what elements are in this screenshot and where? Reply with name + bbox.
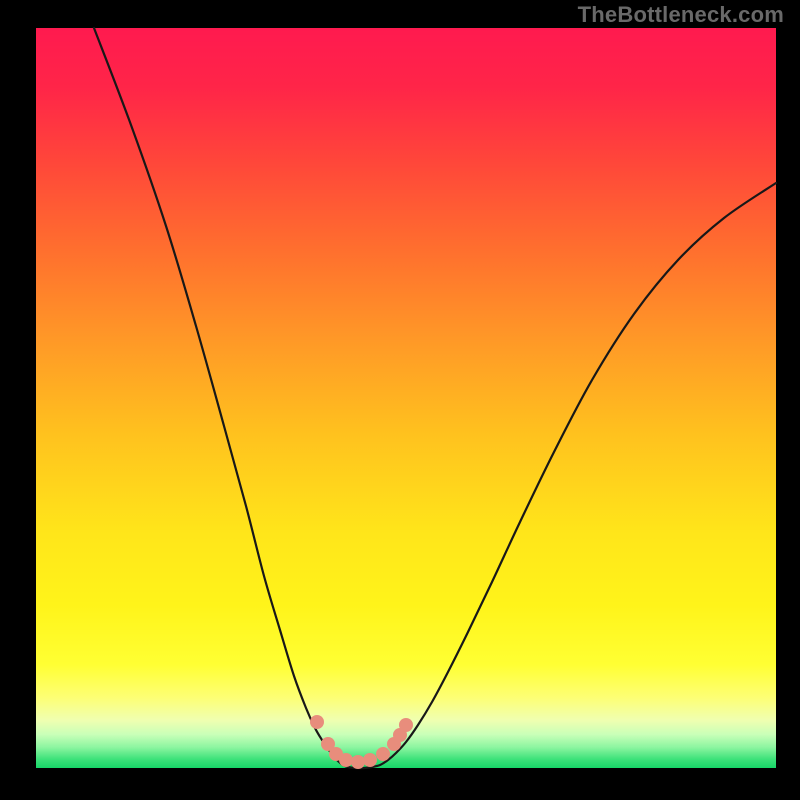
curve-marker	[351, 755, 365, 769]
bottleneck-chart	[0, 0, 800, 800]
plot-background	[36, 28, 776, 768]
curve-marker	[339, 753, 353, 767]
curve-marker	[363, 753, 377, 767]
curve-marker	[376, 747, 390, 761]
curve-marker	[310, 715, 324, 729]
chart-stage: TheBottleneck.com	[0, 0, 800, 800]
watermark-text: TheBottleneck.com	[578, 2, 784, 28]
curve-marker	[399, 718, 413, 732]
